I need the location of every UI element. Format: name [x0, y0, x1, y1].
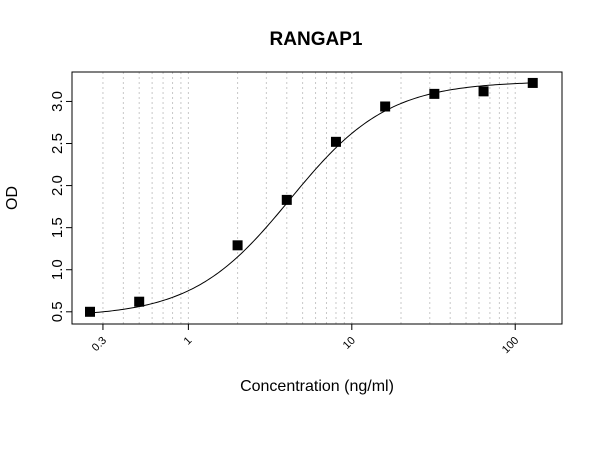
y-tick-label: 1.5 [49, 217, 66, 238]
y-tick-label: 3.0 [49, 91, 66, 112]
data-point [232, 240, 243, 251]
x-tick-label: 100 [500, 335, 521, 356]
x-axis: 0.3 1 10 100 [90, 324, 521, 356]
x-tick-label: 10 [341, 335, 358, 352]
data-point [281, 194, 292, 205]
x-axis-label: Concentration (ng/ml) [240, 378, 394, 395]
data-point [380, 101, 391, 112]
data-point [134, 296, 145, 307]
y-axis-label: OD [4, 186, 21, 210]
y-tick-label: 2.0 [49, 175, 66, 196]
x-tick-label: 1 [182, 335, 195, 348]
data-point [478, 86, 489, 97]
data-point [429, 88, 440, 99]
y-tick-label: 1.0 [49, 259, 66, 280]
y-tick-label: 2.5 [49, 133, 66, 154]
y-tick-label: 0.5 [49, 301, 66, 322]
plot-frame [71, 71, 563, 325]
y-axis: 0.5 1.0 1.5 2.0 2.5 3.0 [49, 91, 72, 322]
fit-curve [89, 82, 533, 314]
grid [102, 72, 516, 324]
data-point [527, 77, 538, 88]
data-points [85, 77, 538, 317]
data-point [330, 136, 341, 147]
chart-title: RANGAP1 [270, 29, 363, 50]
x-tick-label: 0.3 [90, 335, 109, 354]
data-point [85, 306, 95, 317]
